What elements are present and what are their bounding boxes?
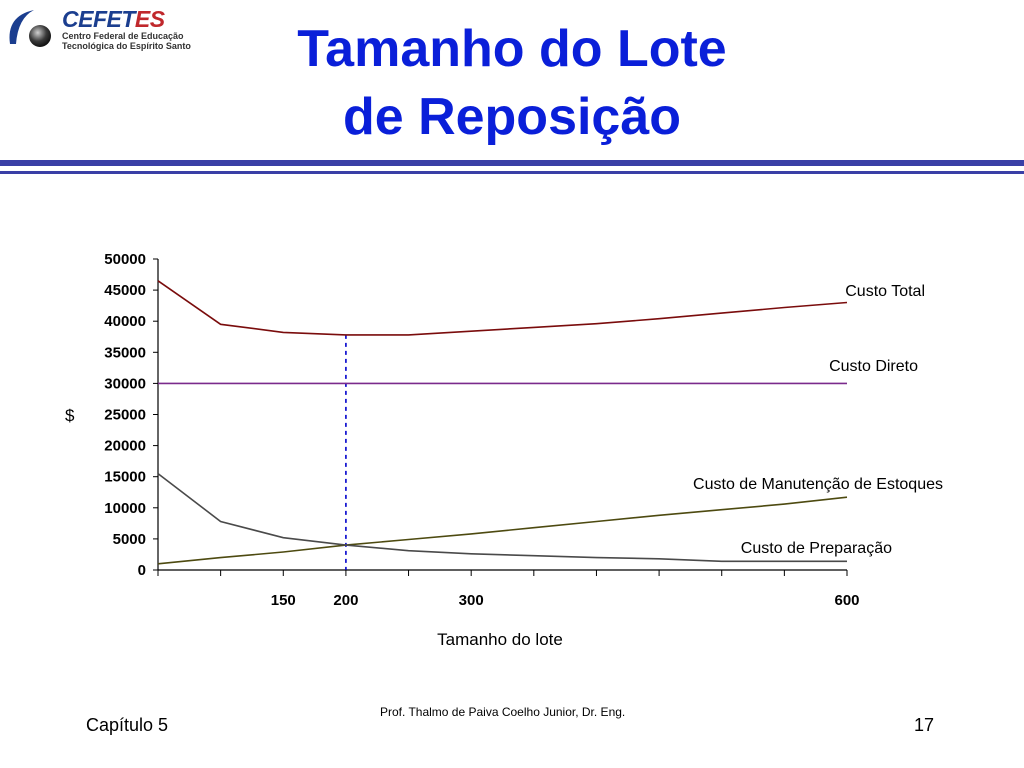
y-tick-label: 30000 [104,375,146,392]
logo-emblem-icon [9,10,51,47]
logo-subtitle-line2: Tecnológica do Espírito Santo [62,41,191,51]
x-tick-label: 300 [459,592,484,609]
slide-title-line2: de Reposição [342,88,682,146]
title-rule-thin [0,171,1024,174]
y-tick-label: 15000 [104,469,146,486]
y-tick-label: 40000 [104,313,146,330]
cost-chart: 0 5000 10000 15000 20000 25000 30000 35000 40000… [65,251,943,649]
logo-subtitle-line1: Centro Federal de Educação [62,31,184,41]
y-tick-label: 50000 [104,251,146,268]
title-rule-thick [0,160,1024,166]
series-label: Custo de Manutenção de Estoques [693,476,943,493]
author-credit: Prof. Thalmo de Paiva Coelho Junior, Dr.… [380,705,626,719]
x-axis-title: Tamanho do lote [437,630,563,649]
series-labels: Custo Total Custo Direto Custo de Manutenç… [693,283,943,557]
series-line [157,472,847,563]
y-axis-title: $ [65,406,75,425]
series-line [157,280,848,336]
series-label: Custo Total [845,283,925,300]
page-number: 17 [914,715,935,735]
y-tick-label: 5000 [113,531,146,548]
series-label: Custo de Preparação [741,540,892,557]
y-tick-label: 0 [138,562,146,579]
cefetes-logo: CEFETES Centro Federal de Educação Tecno… [4,4,191,54]
series-label: Custo Direto [829,358,918,375]
logo-wordmark: CEFETES [62,6,165,32]
series-line [157,496,848,565]
x-axis: 150 200 300 600 [157,569,860,609]
series-lines [157,280,848,565]
y-tick-label: 20000 [104,438,146,455]
x-tick-label: 200 [333,592,358,609]
y-tick-label: 25000 [104,407,146,424]
y-tick-label: 45000 [104,282,146,299]
y-tick-label: 10000 [104,500,146,517]
y-axis: 0 5000 10000 15000 20000 25000 30000 35000 40000… [104,251,159,579]
x-tick-label: 600 [834,592,859,609]
chapter-label: Capítulo 5 [86,715,169,735]
slide-title-line1: Tamanho do Lote [297,20,727,78]
x-tick-label: 150 [271,592,296,609]
y-tick-label: 35000 [104,344,146,361]
